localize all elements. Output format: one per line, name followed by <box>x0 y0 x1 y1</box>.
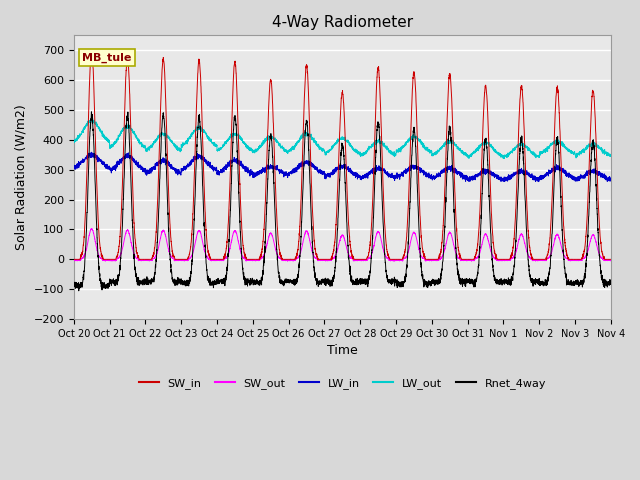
LW_out <box>607 154 614 159</box>
SW_out <box>607 257 614 263</box>
SW_in <box>607 256 614 262</box>
Rnet_4way <box>607 279 614 285</box>
SW_out <box>607 257 614 263</box>
SW_out <box>433 258 441 264</box>
SW_in <box>323 256 330 262</box>
SW_out <box>166 252 174 258</box>
LW_out <box>463 152 470 158</box>
SW_in <box>433 256 441 262</box>
LW_in <box>323 172 330 178</box>
X-axis label: Time: Time <box>327 344 358 357</box>
LW_out <box>166 137 174 143</box>
LW_in <box>607 177 614 183</box>
Line: SW_in: SW_in <box>74 50 611 259</box>
LW_out <box>500 156 508 161</box>
Line: SW_out: SW_out <box>74 228 611 261</box>
SW_out <box>493 257 501 263</box>
Title: 4-Way Radiometer: 4-Way Radiometer <box>272 15 413 30</box>
Rnet_4way <box>607 280 614 286</box>
SW_in <box>70 256 77 262</box>
Line: Rnet_4way: Rnet_4way <box>74 112 611 291</box>
LW_out <box>607 153 614 158</box>
SW_out <box>323 257 330 263</box>
Line: LW_out: LW_out <box>74 119 611 158</box>
Rnet_4way <box>88 109 95 115</box>
SW_in <box>463 256 470 262</box>
SW_in <box>607 256 614 262</box>
LW_out <box>433 149 441 155</box>
LW_in <box>607 177 614 183</box>
LW_out <box>493 151 501 156</box>
LW_in <box>88 149 95 155</box>
LW_in <box>70 164 77 169</box>
Text: MB_tule: MB_tule <box>82 52 131 62</box>
LW_out <box>88 116 96 122</box>
Rnet_4way <box>433 277 441 283</box>
Rnet_4way <box>463 276 470 281</box>
LW_in <box>166 162 174 168</box>
LW_out <box>323 152 330 158</box>
LW_in <box>463 173 470 179</box>
LW_in <box>535 179 543 184</box>
Y-axis label: Solar Radiation (W/m2): Solar Radiation (W/m2) <box>15 104 28 250</box>
Rnet_4way <box>493 281 501 287</box>
SW_in <box>166 228 174 234</box>
Line: LW_in: LW_in <box>74 152 611 181</box>
SW_out <box>463 258 470 264</box>
SW_out <box>70 258 77 264</box>
Rnet_4way <box>75 288 83 294</box>
SW_out <box>88 226 95 231</box>
LW_in <box>493 172 501 178</box>
LW_in <box>433 172 441 178</box>
Rnet_4way <box>323 278 330 284</box>
SW_in <box>493 255 501 261</box>
SW_in <box>88 47 95 53</box>
Legend: SW_in, SW_out, LW_in, LW_out, Rnet_4way: SW_in, SW_out, LW_in, LW_out, Rnet_4way <box>134 373 550 393</box>
LW_out <box>70 137 77 143</box>
Rnet_4way <box>166 259 174 265</box>
Rnet_4way <box>70 282 77 288</box>
SW_out <box>284 258 291 264</box>
